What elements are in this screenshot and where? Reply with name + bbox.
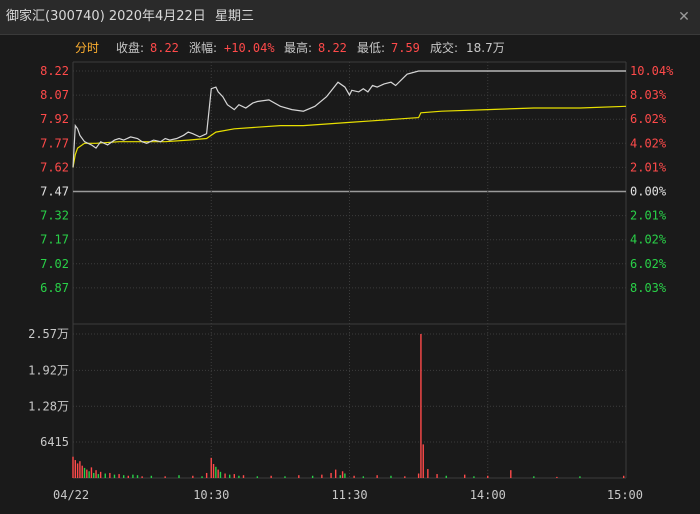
volume-tick-label: 6415 (40, 435, 69, 449)
right-pct-axis: 10.04% 8.03% 6.02% 4.02% 2.01% 0.00% 2.01% 4.02… (630, 64, 674, 295)
close-label: 收盘: (116, 40, 144, 55)
pct-tick-label: 8.03% (630, 88, 667, 102)
pct-tick-label: 2.01% (630, 209, 667, 223)
price-layer (72, 70, 626, 168)
time-tick-label: 15:00 (607, 488, 643, 502)
pct-tick-label: 4.02% (630, 233, 667, 247)
close-icon[interactable]: ✕ (678, 9, 690, 25)
volume-bars (72, 334, 625, 478)
price-tick-label: 7.47 (40, 185, 69, 199)
time-axis: 04/22 10:30 11:30 14:00 15:00 (53, 488, 643, 502)
price-tick-label: 8.22 (40, 64, 69, 78)
price-tick-label: 7.77 (40, 136, 69, 150)
left-price-axis: 8.22 8.07 7.92 7.77 7.62 7.47 7.32 7.17 7.02 6.87 (40, 64, 69, 295)
pct-tick-label: 6.02% (630, 257, 667, 271)
pct-tick-label: 4.02% (630, 136, 667, 150)
volume-tick-label: 1.28万 (28, 399, 69, 413)
low-value: 7.59 (391, 41, 420, 55)
volume-tick-label: 1.92万 (28, 363, 69, 377)
low-label: 最低: (357, 41, 385, 55)
intraday-chart: 分时 收盘: 8.22 涨幅: +10.04% 最高: 8.22 最低: 7.5… (28, 40, 674, 502)
pct-tick-label: 10.04% (630, 64, 674, 78)
price-tick-label: 7.02 (40, 257, 69, 271)
price-tick-label: 7.17 (40, 233, 69, 247)
time-tick-label: 11:30 (331, 488, 367, 502)
price-tick-label: 8.07 (40, 88, 69, 102)
weekday-label: 星期三 (215, 9, 255, 24)
price-tick-label: 7.32 (40, 209, 69, 223)
high-value: 8.22 (318, 41, 347, 55)
close-value: 8.22 (150, 41, 179, 55)
change-value: +10.04% (224, 41, 275, 55)
volume-value: 18.7万 (466, 41, 505, 55)
price-tick-label: 7.92 (40, 112, 69, 126)
volume-axis: 2.57万 1.92万 1.28万 6415 (28, 327, 69, 449)
window-title: 御家汇(300740) 2020年4月22日 (6, 9, 206, 24)
time-tick-label: 10:30 (193, 488, 229, 502)
title-bar: 御家汇(300740) 2020年4月22日 星期三 ✕ (0, 0, 700, 35)
pct-tick-label: 8.03% (630, 281, 667, 295)
price-tick-label: 7.62 (40, 160, 69, 174)
price-tick-label: 6.87 (40, 281, 69, 295)
high-label: 最高: (284, 40, 312, 55)
time-tick-label: 14:00 (470, 488, 506, 502)
grid (73, 62, 626, 478)
price-line (72, 70, 626, 168)
pct-tick-label: 6.02% (630, 112, 667, 126)
pct-tick-label: 0.00% (630, 185, 667, 199)
mode-label: 分时 (75, 41, 99, 55)
volume-label: 成交: (430, 40, 458, 55)
stats-header: 分时 收盘: 8.22 涨幅: +10.04% 最高: 8.22 最低: 7.5… (75, 40, 505, 55)
change-label: 涨幅: (189, 40, 217, 55)
pct-tick-label: 2.01% (630, 160, 667, 174)
volume-grid (73, 333, 626, 443)
volume-tick-label: 2.57万 (28, 327, 69, 341)
time-tick-label: 04/22 (53, 488, 89, 502)
